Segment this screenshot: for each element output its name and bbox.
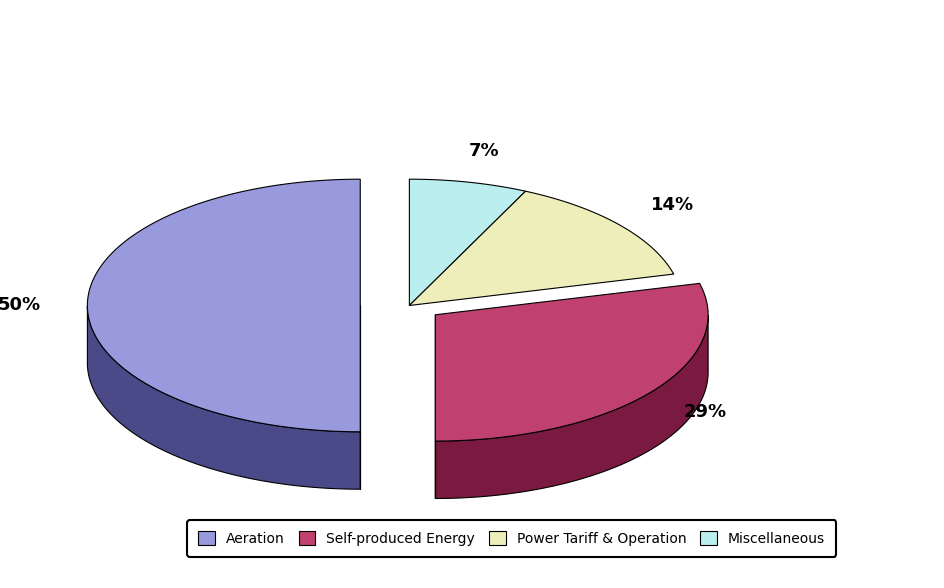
Polygon shape (87, 306, 360, 489)
Polygon shape (87, 179, 360, 432)
Text: 29%: 29% (683, 403, 726, 420)
Text: 7%: 7% (468, 142, 498, 161)
Legend: Aeration, Self-produced Energy, Power Tariff & Operation, Miscellaneous: Aeration, Self-produced Energy, Power Ta… (187, 520, 835, 557)
Polygon shape (409, 191, 673, 306)
Text: 14%: 14% (649, 196, 693, 214)
Polygon shape (435, 283, 707, 441)
Polygon shape (409, 179, 525, 306)
Polygon shape (435, 315, 707, 499)
Text: 50%: 50% (0, 296, 41, 315)
